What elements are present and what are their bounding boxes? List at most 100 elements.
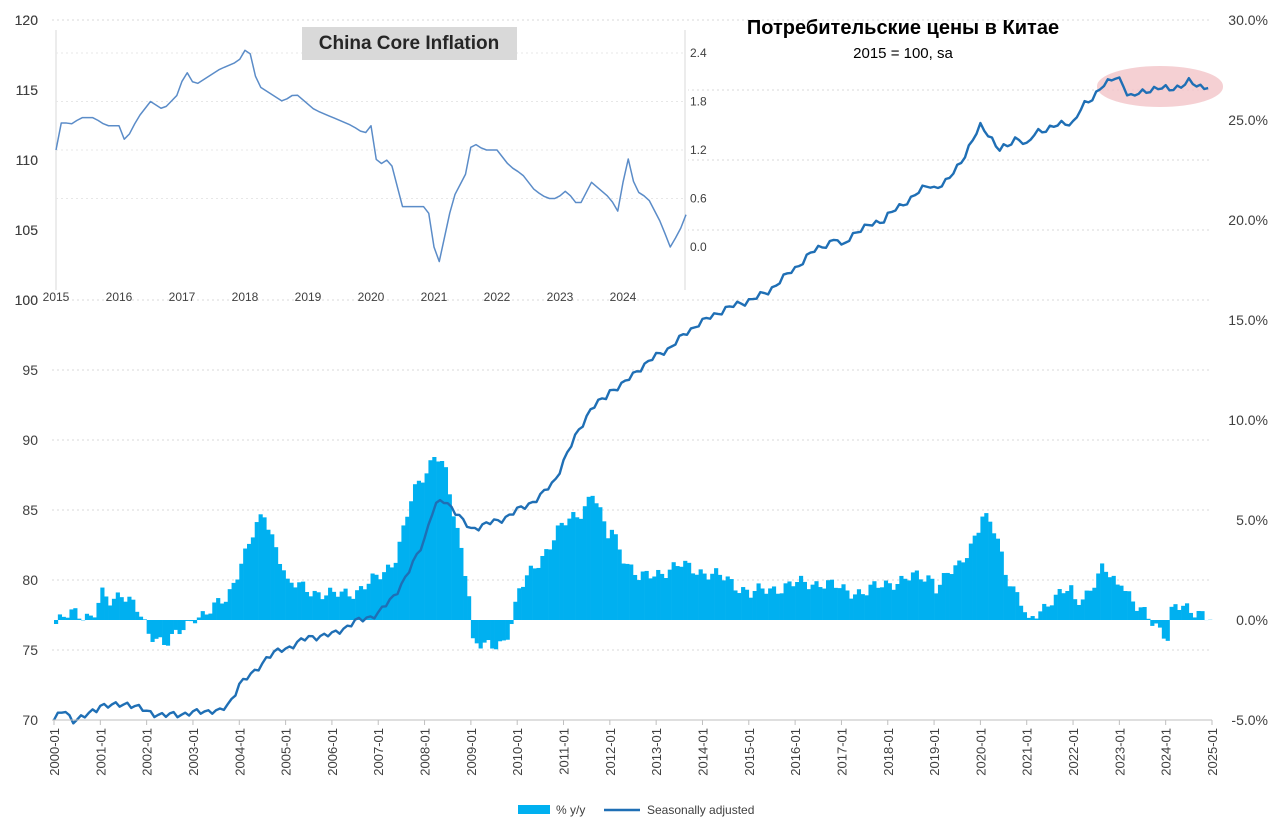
bar-yoy [285, 578, 290, 620]
bar-yoy [864, 595, 869, 620]
inset-x-tick-label: 2021 [421, 290, 448, 304]
x-tick-label: 2012-01 [603, 728, 618, 776]
x-tick-label: 2007-01 [371, 728, 386, 776]
x-tick-label: 2003-01 [186, 728, 201, 776]
bar-yoy [937, 584, 943, 620]
bar-yoy [88, 615, 93, 620]
bar-yoy [976, 532, 981, 620]
bar-yoy [787, 581, 792, 620]
inset-left-tick-label: 100 [15, 292, 39, 308]
bar-yoy [926, 575, 931, 620]
bar-yoy [432, 457, 437, 620]
inset-x-tick-label: 2022 [484, 290, 511, 304]
legend: % y/y Seasonally adjusted [518, 803, 754, 817]
bar-series-yoy [54, 457, 1213, 650]
bar-yoy [262, 517, 267, 620]
bar-yoy [899, 575, 904, 620]
bar-yoy [1173, 604, 1178, 620]
left-tick-label: 120 [15, 12, 39, 28]
bar-yoy [1107, 577, 1112, 620]
bar-yoy [829, 579, 835, 620]
x-tick-label: 2019-01 [927, 728, 942, 776]
bar-yoy [563, 525, 568, 620]
bar-yoy [169, 620, 174, 634]
bar-yoy [656, 569, 661, 620]
bar-yoy [247, 543, 252, 620]
bar-yoy [486, 620, 491, 641]
bar-yoy [308, 596, 313, 620]
bar-yoy [470, 620, 476, 639]
x-tick-label: 2004-01 [232, 728, 247, 776]
bar-yoy [339, 591, 344, 620]
right-tick-label: 30.0% [1228, 12, 1268, 28]
bar-yoy [235, 579, 240, 620]
bar-yoy [312, 590, 317, 620]
bar-yoy [706, 579, 711, 620]
bar-yoy [1111, 575, 1116, 620]
bar-yoy [192, 620, 198, 624]
bar-yoy [324, 595, 329, 620]
x-tick-label: 2016-01 [788, 728, 803, 776]
bar-yoy [497, 620, 503, 642]
bar-yoy [660, 573, 665, 620]
left-tick-label: 85 [22, 502, 38, 518]
bar-yoy [84, 613, 90, 620]
bar-yoy [320, 599, 325, 620]
bar-yoy [702, 573, 707, 620]
x-tick-label: 2009-01 [464, 728, 479, 776]
bar-yoy [150, 620, 155, 642]
bar-yoy [922, 581, 927, 620]
bar-yoy [1130, 601, 1136, 620]
bar-yoy [1150, 620, 1155, 626]
right-tick-label: -5.0% [1231, 712, 1268, 728]
bar-yoy [69, 609, 74, 620]
bar-yoy [1065, 591, 1070, 620]
bar-yoy [521, 586, 526, 620]
bar-yoy [1049, 605, 1055, 620]
bar-yoy [964, 558, 970, 620]
x-tick-label: 2023-01 [1112, 728, 1127, 776]
bar-yoy [397, 541, 402, 620]
bar-yoy [575, 517, 580, 620]
bar-yoy [1177, 609, 1182, 620]
bar-yoy [420, 482, 425, 620]
bar-yoy [1165, 620, 1170, 641]
bar-yoy [1084, 590, 1089, 620]
bar-yoy [451, 516, 456, 620]
bar-yoy [1042, 603, 1047, 620]
right-tick-label: 15.0% [1228, 312, 1268, 328]
bar-yoy [949, 574, 954, 620]
bar-yoy [173, 620, 178, 630]
bar-yoy [853, 594, 858, 620]
x-tick-label: 2015-01 [742, 728, 757, 776]
inset-x-tick-label: 2023 [547, 290, 574, 304]
left-tick-label: 95 [22, 362, 38, 378]
bar-yoy [826, 580, 831, 620]
bar-yoy [617, 549, 622, 620]
bar-yoy [239, 563, 244, 620]
inset-x-axis-ticks: 2015 2016 2017 2018 2019 2020 2021 2022 2023 2024 [43, 290, 637, 304]
left-tick-label: 70 [22, 712, 38, 728]
bar-yoy [744, 589, 750, 620]
inset-right-tick-label: 2.4 [690, 46, 707, 60]
bar-yoy [254, 522, 259, 620]
bar-yoy [428, 460, 433, 620]
x-tick-label: 2008-01 [418, 728, 433, 776]
bar-yoy [930, 578, 935, 620]
bar-yoy [548, 549, 553, 620]
bar-yoy [370, 573, 375, 620]
bar-yoy [671, 562, 676, 620]
bar-yoy [629, 564, 634, 620]
bar-yoy [914, 570, 919, 620]
bar-yoy [358, 586, 364, 620]
x-tick-label: 2017-01 [834, 728, 849, 776]
bar-yoy [351, 598, 356, 620]
bar-yoy [185, 620, 190, 621]
bar-yoy [555, 525, 560, 620]
bar-yoy [737, 593, 742, 620]
bar-yoy [640, 571, 645, 620]
x-tick-label: 2020-01 [973, 728, 988, 776]
bar-yoy [196, 617, 201, 620]
bar-yoy [968, 543, 973, 620]
